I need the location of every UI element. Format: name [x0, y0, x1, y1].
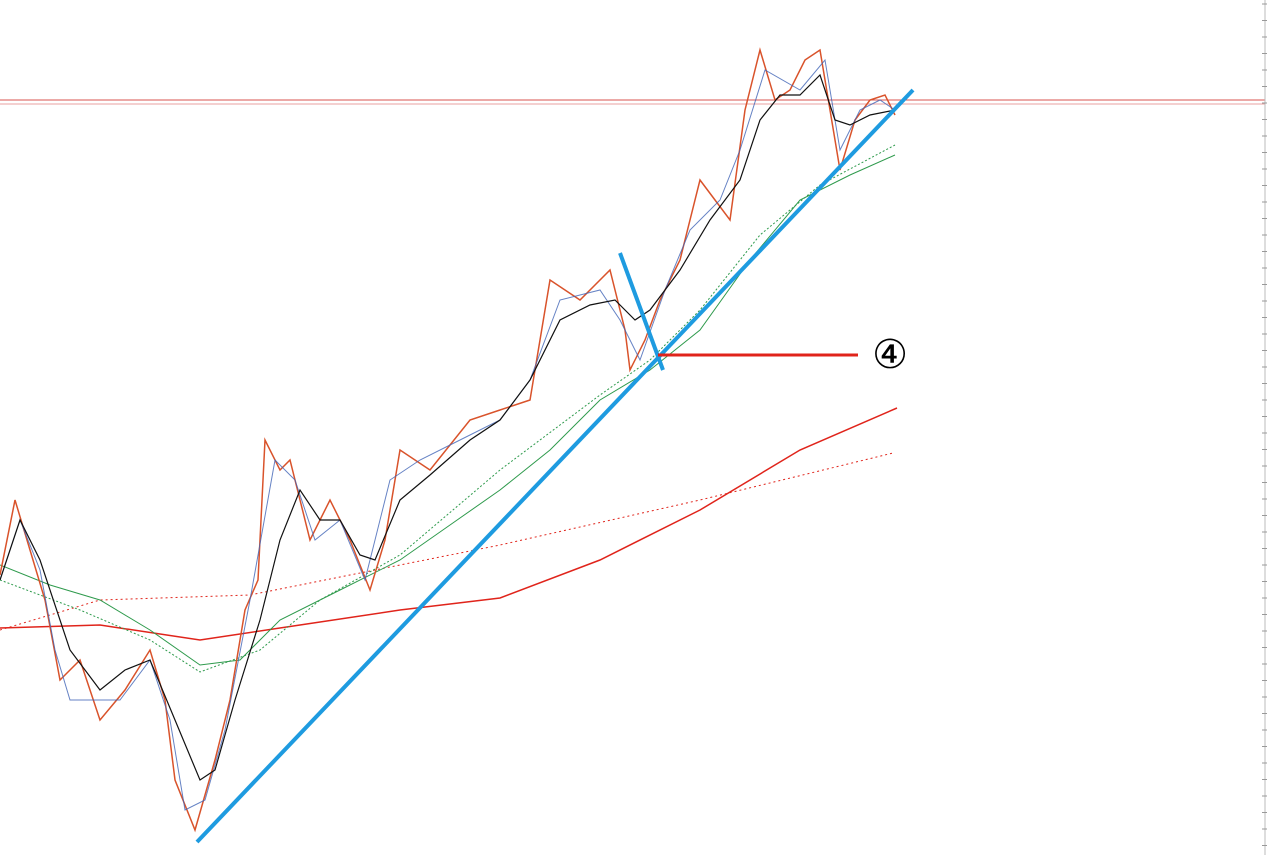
moving-average [0, 144, 896, 673]
price-path [0, 47, 896, 833]
trendline [195, 88, 915, 844]
price-axis-ticks [1262, 3, 1267, 846]
moving-average [0, 452, 894, 631]
price-path [0, 58, 896, 811]
annotation-label: ④ [872, 332, 908, 378]
moving-average [0, 407, 898, 641]
moving-average [0, 73, 896, 781]
moving-average [0, 154, 896, 666]
trendline [618, 252, 665, 371]
